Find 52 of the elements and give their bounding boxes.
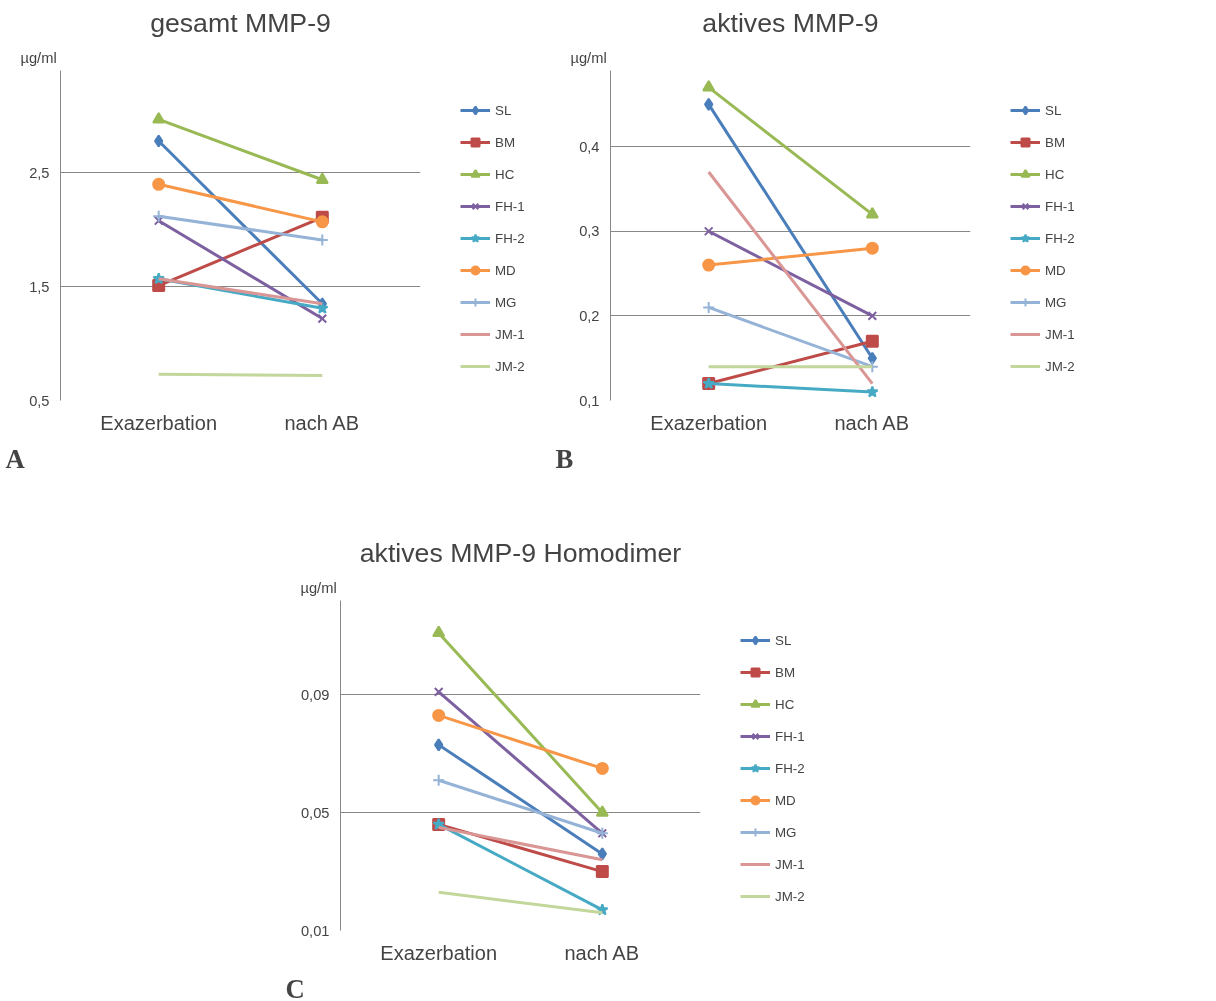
y-tick-label: 0,09 — [300, 686, 330, 703]
legend-label: FH-1 — [775, 728, 805, 744]
y-tick-label: 0,1 — [579, 392, 600, 409]
legend-label: MD — [495, 262, 516, 278]
y-axis-title: µg/ml — [570, 49, 607, 66]
legend-label: FH-1 — [1045, 198, 1075, 214]
text: A — [5, 443, 26, 474]
chart-title: aktives MMP-9 — [702, 7, 879, 38]
legend-label: FH-2 — [775, 760, 805, 776]
x-tick-label: Exazerbation — [650, 411, 768, 434]
legend-label: JM-2 — [495, 358, 525, 374]
x-tick-label: nach AB — [834, 411, 910, 434]
legend-label: MD — [775, 792, 796, 808]
legend-label: JM-1 — [1045, 326, 1075, 342]
legend-label: BM — [1045, 134, 1065, 150]
legend-label: FH-1 — [495, 198, 525, 214]
y-tick-label: 0,2 — [579, 307, 600, 324]
legend-label: BM — [775, 664, 795, 680]
x-tick-label: Exazerbation — [380, 941, 498, 964]
text: B — [555, 443, 574, 474]
legend-label: MD — [1045, 262, 1066, 278]
chart-title: aktives MMP-9 Homodimer — [359, 537, 682, 568]
text: C — [285, 973, 305, 1001]
legend-label: SL — [1045, 102, 1063, 118]
chart-title: gesamt MMP-9 — [150, 7, 331, 38]
legend-label: HC — [775, 696, 795, 712]
y-tick-label: 0,3 — [579, 223, 600, 240]
y-tick-label: 0,05 — [300, 804, 330, 821]
legend-label: MG — [775, 824, 797, 840]
y-axis-title: µg/ml — [20, 49, 57, 66]
x-tick-label: Exazerbation — [100, 411, 218, 434]
legend-label: FH-2 — [495, 230, 525, 246]
legend-label: SL — [775, 632, 793, 648]
y-tick-label: 0,5 — [29, 392, 50, 409]
y-tick-label: 1,5 — [29, 278, 50, 295]
legend-label: JM-2 — [1045, 358, 1075, 374]
legend-label: FH-2 — [1045, 230, 1075, 246]
legend-label: JM-1 — [495, 326, 525, 342]
legend-label: MG — [495, 294, 517, 310]
y-tick-label: 0,01 — [300, 922, 330, 939]
x-tick-label: nach AB — [564, 941, 640, 964]
y-tick-label: 0,4 — [579, 138, 600, 155]
legend-label: JM-1 — [775, 856, 805, 872]
legend-label: MG — [1045, 294, 1067, 310]
legend-label: BM — [495, 134, 515, 150]
y-tick-label: 2,5 — [29, 164, 50, 181]
legend-label: JM-2 — [775, 888, 805, 904]
legend-label: HC — [1045, 166, 1065, 182]
legend-label: HC — [495, 166, 515, 182]
y-axis-title: µg/ml — [300, 579, 337, 596]
legend-label: SL — [495, 102, 513, 118]
x-tick-label: nach AB — [284, 411, 360, 434]
